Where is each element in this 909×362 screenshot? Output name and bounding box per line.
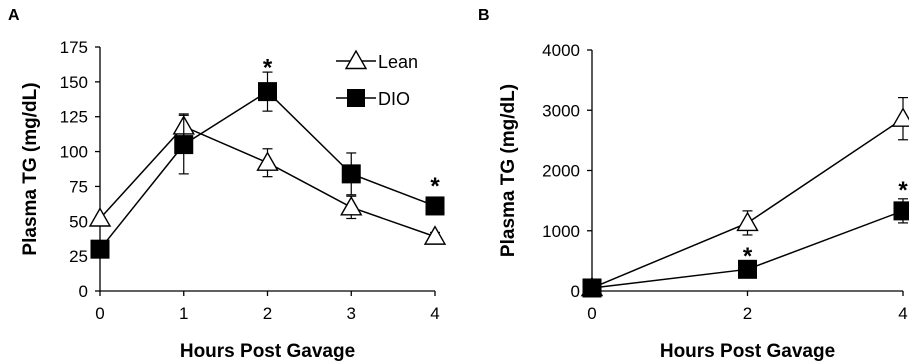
data-point <box>423 225 447 245</box>
y-tick-label: 125 <box>60 108 88 127</box>
data-point <box>341 164 361 184</box>
y-tick-label: 150 <box>60 73 88 92</box>
data-point <box>893 201 909 221</box>
y-tick-label: 50 <box>69 212 88 231</box>
data-point <box>256 151 279 171</box>
y-tick-label: 3000 <box>542 101 580 120</box>
y-tick-label: 175 <box>60 38 88 57</box>
significance-star: * <box>898 177 908 204</box>
legend-label: Lean <box>378 52 418 72</box>
x-axis-title: Hours Post Gavage <box>660 341 835 362</box>
y-tick-label: 100 <box>60 143 88 162</box>
legend-marker <box>344 49 368 70</box>
legend-marker <box>347 89 365 107</box>
panel-letter: B <box>478 7 490 24</box>
y-tick-label: 75 <box>69 177 88 196</box>
data-point <box>90 239 110 259</box>
y-tick-label: 2000 <box>542 162 580 181</box>
data-point <box>582 278 602 298</box>
x-tick-label: 0 <box>95 304 104 323</box>
y-tick-label: 1000 <box>542 222 580 241</box>
chart-panel-b: B 0 1000 2000 3000 4000 0 2 4 Plasma TG (mg/dL) Ho… <box>478 7 909 362</box>
y-tick-label: 4000 <box>542 41 580 60</box>
legend-label: DIO <box>378 89 410 109</box>
y-axis-title: Plasma TG (mg/dL) <box>498 84 519 257</box>
series-lean <box>88 113 447 245</box>
x-tick-label: 3 <box>347 304 356 323</box>
significance-star: * <box>430 173 440 200</box>
data-point <box>88 207 112 227</box>
x-tick-label: 0 <box>587 304 596 323</box>
y-tick-label: 0 <box>79 282 88 301</box>
series-line <box>99 125 436 238</box>
y-tick-label: 25 <box>69 247 88 266</box>
data-point <box>891 107 909 127</box>
x-tick-label: 2 <box>263 304 272 323</box>
legend: Lean DIO <box>336 49 418 109</box>
x-tick-label: 4 <box>898 304 907 323</box>
data-point <box>425 196 445 216</box>
x-tick-label: 4 <box>430 304 439 323</box>
data-point <box>258 82 277 102</box>
significance-star: * <box>263 55 273 82</box>
data-point <box>174 135 194 155</box>
panel-letter: A <box>8 7 20 24</box>
x-axis-title: Hours Post Gavage <box>180 341 355 362</box>
data-point <box>736 211 759 232</box>
chart-panel-a: A 0 25 50 75 100 125 150 175 0 1 2 3 4 Plasma TG (mg/d… <box>8 7 447 362</box>
data-point <box>340 195 363 216</box>
y-tick-label: 0 <box>571 282 580 301</box>
y-axis-title: Plasma TG (mg/dL) <box>20 82 41 255</box>
data-point <box>738 259 757 279</box>
x-tick-label: 1 <box>179 304 188 323</box>
significance-star: * <box>743 243 753 270</box>
series-dio <box>90 71 445 259</box>
x-tick-label: 2 <box>743 304 752 323</box>
series-dio <box>582 198 909 298</box>
